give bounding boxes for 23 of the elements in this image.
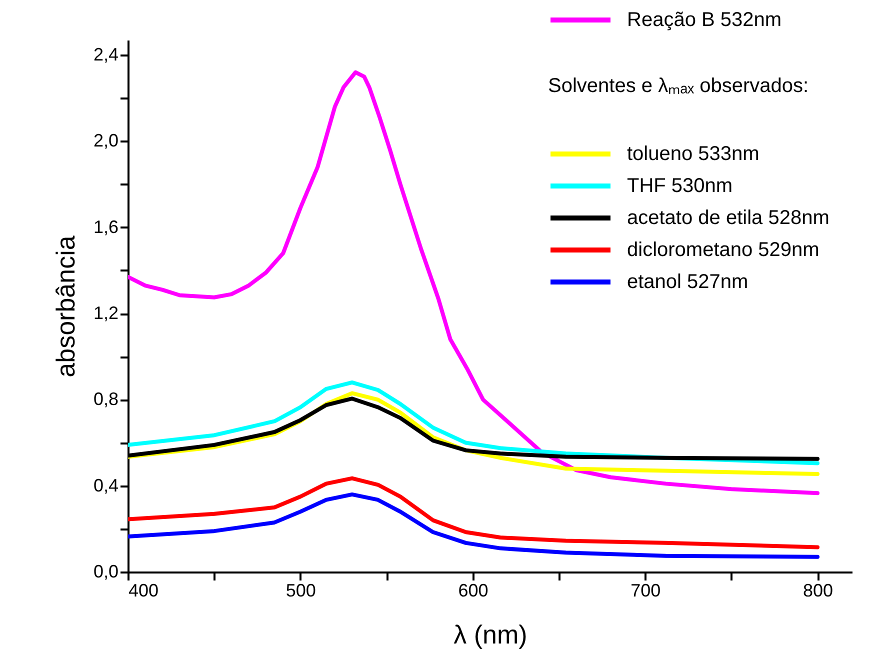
x-tick-label: 500 (286, 580, 316, 600)
legend-label: diclorometano 529nm (627, 239, 820, 261)
x-tick-label: 600 (458, 580, 488, 600)
legend-label: tolueno 533nm (627, 143, 760, 165)
line-series (128, 492, 820, 559)
y-tick-label: 2,0 (93, 130, 118, 151)
legend-label: etanol 527nm (627, 271, 748, 293)
y-tick-label: 1,2 (93, 303, 118, 324)
x-tick-label: 700 (630, 580, 661, 600)
x-tick-label: 800 (803, 580, 834, 600)
y-tick-label: 1,6 (93, 216, 118, 237)
line-series (128, 476, 820, 550)
y-tick-label: 0,4 (93, 475, 118, 496)
y-tick-label: 0,8 (93, 389, 118, 410)
y-tick-label: 0,0 (93, 562, 118, 582)
legend-title: Solventes e λₘₐₓ observados: (548, 75, 809, 97)
legend-label: THF 530nm (627, 175, 733, 197)
y-tick-label: 2,4 (93, 44, 118, 65)
x-axis-title: λ (nm) (454, 620, 528, 650)
legend-label: acetato de etila 528nm (627, 207, 830, 229)
x-tick-label: 400 (128, 580, 159, 600)
y-axis-title: absorbância (50, 235, 80, 378)
legend-label: Reação B 532nm (627, 9, 782, 31)
